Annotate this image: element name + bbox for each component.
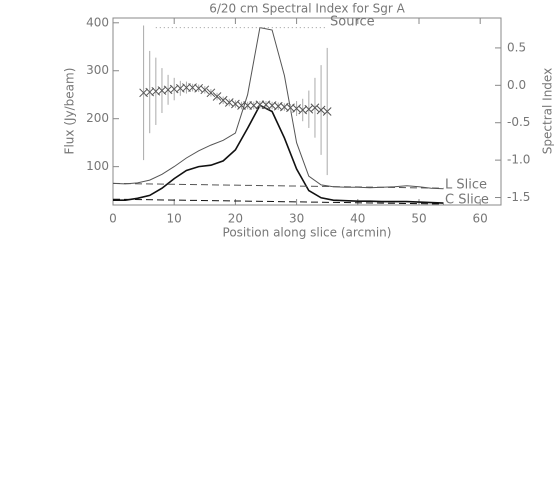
data-point [243, 101, 252, 110]
annotation: C Slice [445, 193, 489, 208]
y-tick-label: 300 [86, 63, 109, 77]
annotation: Source [330, 15, 375, 30]
data-point [200, 85, 210, 95]
data-point [194, 83, 204, 93]
data-point [206, 88, 216, 98]
y2-axis-label: Spectral Index [541, 68, 555, 154]
y2-tick-label: -0.5 [507, 115, 530, 129]
data-line [112, 182, 444, 189]
data-point [218, 95, 228, 105]
y2-tick-label: -1.0 [507, 153, 530, 167]
data-point [212, 92, 222, 101]
x-tick-label: 60 [473, 212, 488, 226]
x-axis-label: Position along slice (arcmin) [223, 226, 392, 240]
y2-tick-label: 0.5 [507, 40, 526, 54]
y-tick-label: 200 [86, 111, 109, 125]
x-tick-label: 10 [167, 212, 182, 226]
x-tick-label: 50 [411, 212, 426, 226]
y-tick-label: 100 [86, 159, 109, 173]
annotation: L Slice [445, 178, 487, 193]
data-point [224, 98, 234, 107]
data-point [310, 103, 320, 113]
data-point [231, 99, 240, 109]
data-point [237, 101, 246, 110]
y-tick-label: 400 [86, 15, 109, 29]
y2-tick-label: -1.5 [507, 190, 530, 204]
data-point [255, 100, 265, 110]
x-tick-label: 40 [350, 212, 365, 226]
x-tick-label: 20 [228, 212, 243, 226]
y2-tick-label: 0.0 [507, 78, 526, 92]
y-axis-label: Flux (Jy/beam) [63, 68, 77, 155]
data-point [304, 104, 314, 114]
plot-frame [112, 17, 502, 206]
data-point [182, 83, 191, 92]
data-point [292, 104, 301, 113]
x-tick-label: 30 [289, 212, 304, 226]
x-tick-label: 0 [109, 212, 117, 226]
data-line [112, 198, 444, 205]
data-line [113, 104, 444, 204]
chart-title: 6/20 cm Spectral Index for Sgr A [209, 2, 405, 16]
data-point [322, 107, 332, 116]
data-point [316, 105, 326, 115]
